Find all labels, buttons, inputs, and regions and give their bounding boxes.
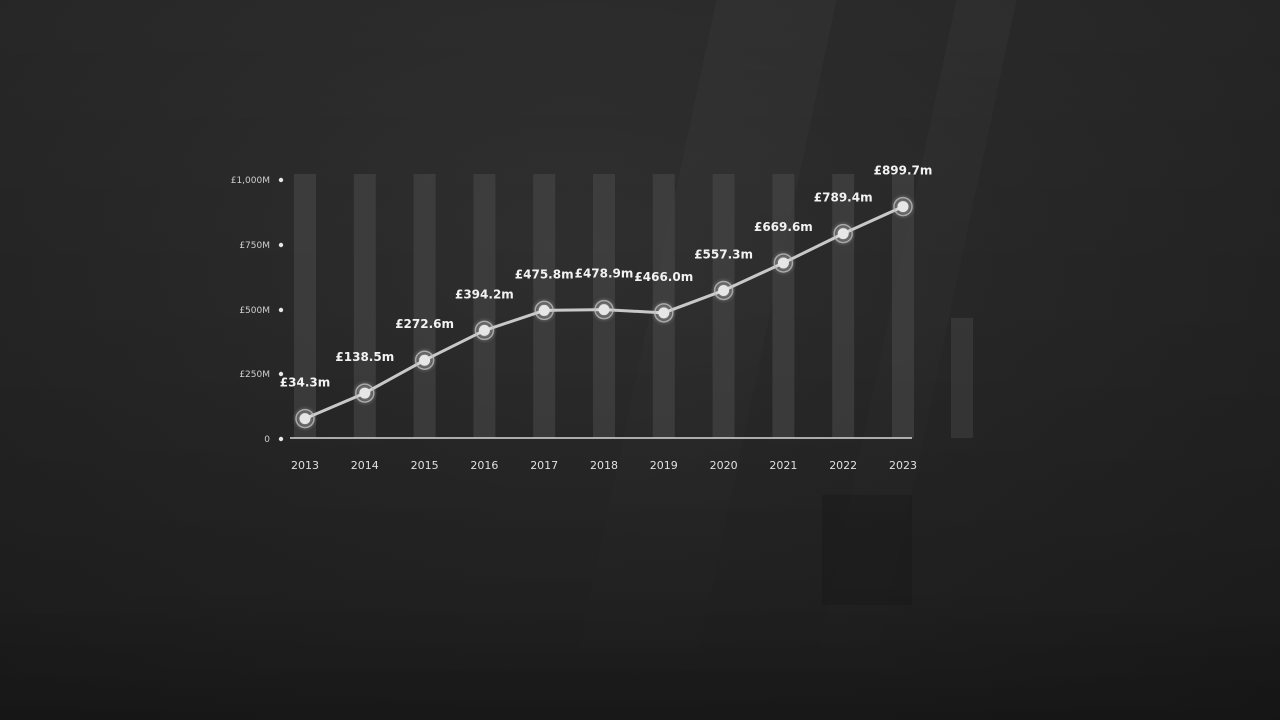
y-tick-label: £1,000M <box>231 176 270 186</box>
data-point <box>598 304 610 316</box>
x-tick-label: 2015 <box>411 459 439 472</box>
data-point-ring <box>474 320 495 341</box>
y-axis-ticks: 0 £250M £500M £750M £1,000M <box>231 176 284 445</box>
x-tick-label: 2022 <box>829 459 857 472</box>
x-tick-label: 2021 <box>769 459 797 472</box>
data-label: £669.6m <box>754 220 813 234</box>
data-point <box>718 284 730 296</box>
x-tick-label: 2016 <box>470 459 498 472</box>
x-tick-label: 2014 <box>351 459 379 472</box>
data-point-ring <box>833 223 853 244</box>
data-point <box>478 324 490 336</box>
data-point <box>299 413 311 425</box>
data-point-ring <box>713 280 734 301</box>
data-point-ring <box>355 383 375 403</box>
background-columns <box>294 174 973 438</box>
x-tick-label: 2013 <box>291 459 319 472</box>
data-point <box>777 257 789 269</box>
x-axis-ticks: 2013 2014 2015 2016 2017 2018 2019 2020 2021 2022… <box>291 459 917 472</box>
background-column <box>892 174 914 438</box>
data-label: £557.3m <box>694 247 753 261</box>
data-label: £34.3m <box>280 376 330 390</box>
background-column <box>772 174 795 438</box>
x-tick-label: 2018 <box>590 459 618 472</box>
background-column <box>951 318 973 438</box>
data-point <box>538 304 550 316</box>
data-point-ring <box>534 300 554 321</box>
y-tick-label: £250M <box>239 370 270 380</box>
background-column <box>473 174 496 438</box>
data-label: £272.6m <box>395 317 454 331</box>
data-point-ring <box>414 350 435 370</box>
background-column <box>832 174 855 438</box>
background-column <box>294 174 316 438</box>
y-tick-dot <box>278 307 284 313</box>
data-labels: £34.3m £138.5m £272.6m £394.2m£475.8m £478.9… <box>280 164 933 390</box>
data-point <box>658 307 670 319</box>
x-tick-label: 2017 <box>530 459 558 472</box>
y-tick-dot <box>278 177 284 183</box>
data-label: £138.5m <box>335 350 394 364</box>
data-points <box>292 193 916 432</box>
data-label: £789.4m <box>814 191 873 205</box>
y-tick-label: £750M <box>239 241 270 251</box>
y-tick-dot <box>278 436 284 442</box>
data-point-ring <box>295 408 315 429</box>
x-tick-label: 2020 <box>710 459 738 472</box>
data-point <box>837 228 849 240</box>
data-point-ring <box>594 299 614 320</box>
data-point-ring <box>654 303 674 323</box>
background-column <box>353 174 376 438</box>
background-column <box>413 174 436 438</box>
data-point <box>359 387 371 399</box>
data-point <box>897 201 909 213</box>
data-label: £478.9m <box>575 267 634 281</box>
y-tick-dot <box>278 242 284 248</box>
y-tick-label: £500M <box>239 306 270 316</box>
background-column <box>712 174 735 438</box>
data-label: £394.2m <box>455 287 514 301</box>
data-label: £899.7m <box>874 164 933 178</box>
y-tick-dot <box>278 371 284 377</box>
x-tick-label: 2019 <box>650 459 678 472</box>
data-label: £466.0m <box>634 270 693 284</box>
x-tick-label: 2023 <box>889 459 917 472</box>
data-point-ring <box>773 253 794 273</box>
y-tick-label: 0 <box>264 435 270 445</box>
data-point-ring <box>893 196 913 217</box>
background-floor <box>0 600 1280 720</box>
data-point <box>419 354 431 366</box>
data-label: £475.8m <box>515 267 574 281</box>
background-shape <box>822 495 912 605</box>
